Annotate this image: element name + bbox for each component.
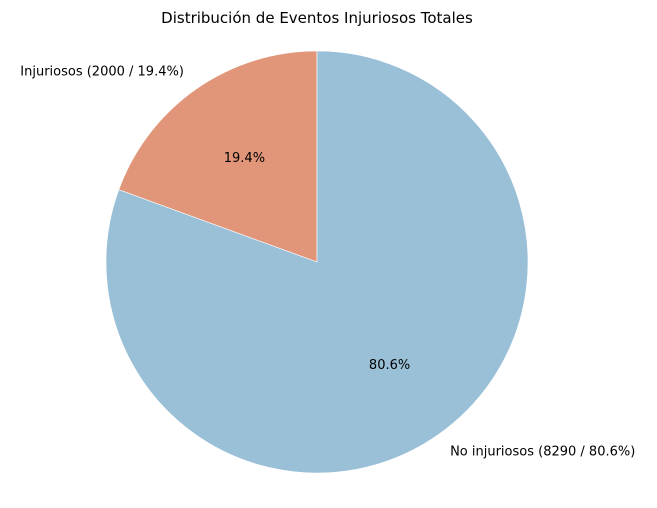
pie-slice-1 [118, 50, 318, 263]
pie-percent-label-2: 80.6% [369, 358, 410, 373]
pie-slice-2 [105, 50, 529, 474]
chart-title: Distribución de Eventos Injuriosos Total… [161, 9, 473, 27]
pie-category-label-1: Injuriosos (2000 / 19.4%) [20, 64, 184, 79]
pie-labels: 19.4% Injuriosos (2000 / 19.4%) 80.6% No in… [20, 64, 635, 459]
pie-category-label-2: No injuriosos (8290 / 80.6%) [450, 445, 635, 460]
pie-slices [105, 50, 529, 474]
pie-percent-label-1: 19.4% [224, 151, 265, 166]
